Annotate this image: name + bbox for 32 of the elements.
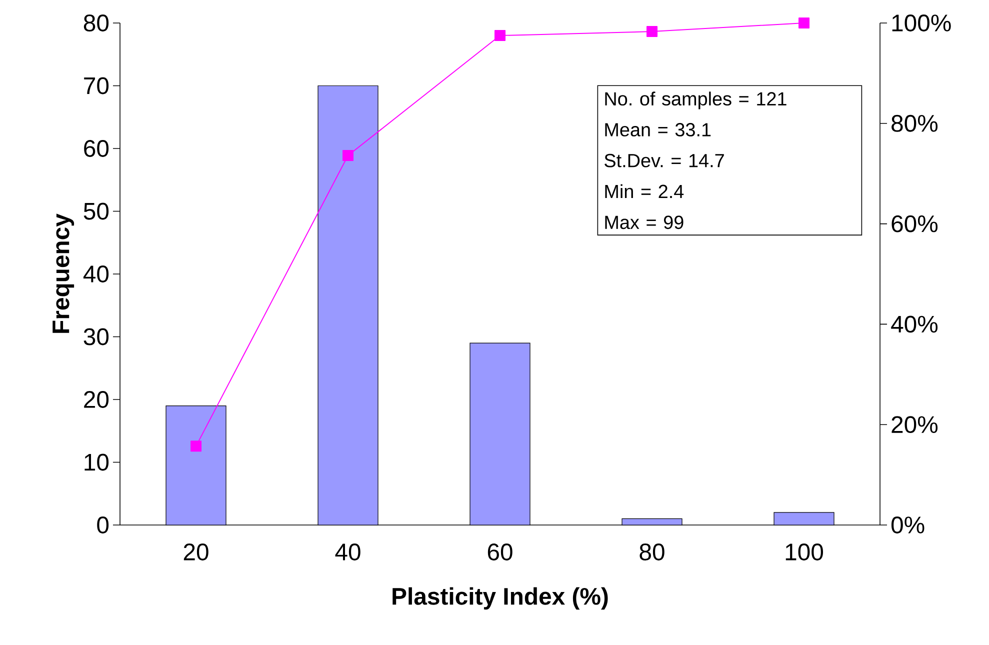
y-tick-label: 70 [84,77,109,94]
x-tick-label: 40 [335,544,360,560]
point [494,30,506,42]
y2-tick-label: 20% [892,416,938,434]
x-tick-label: 60 [488,544,512,560]
y-tick-label: 80 [84,14,109,32]
y-axis-title: Frequency [52,214,74,333]
x-tick-label: 100 [786,544,824,560]
y-tick-label: 30 [84,328,109,346]
y2-tick-label: 0% [891,516,924,534]
x-axis-title: Plasticity Index (%) [392,587,608,610]
y2-tick-label: 40% [891,316,938,333]
annotation: No. of samples = 121 [605,92,786,110]
x-tick-label: 80 [640,544,664,560]
x-tick-label: 20 [184,544,208,560]
annotation: Min = 2.4 [605,184,684,198]
annotation: Max = 99 [605,216,684,230]
annotation: Mean = 33.1 [605,123,711,136]
y-tick-label: 0 [97,516,109,534]
y-tick-label: 50 [84,202,109,220]
point [798,17,810,28]
y2-tick-label: 60% [892,215,938,232]
y-tick-label: 40 [83,266,109,282]
y-tick-label: 20 [84,391,109,408]
y-tick-label: 10 [84,454,109,471]
y-tick-label: 60 [84,140,109,157]
point [342,150,354,162]
annotation: St.Dev. = 14.7 [604,154,724,168]
y2-tick-label: 100% [892,14,951,32]
point [646,26,658,38]
y2-tick-label: 80% [892,114,938,132]
point [190,440,202,452]
